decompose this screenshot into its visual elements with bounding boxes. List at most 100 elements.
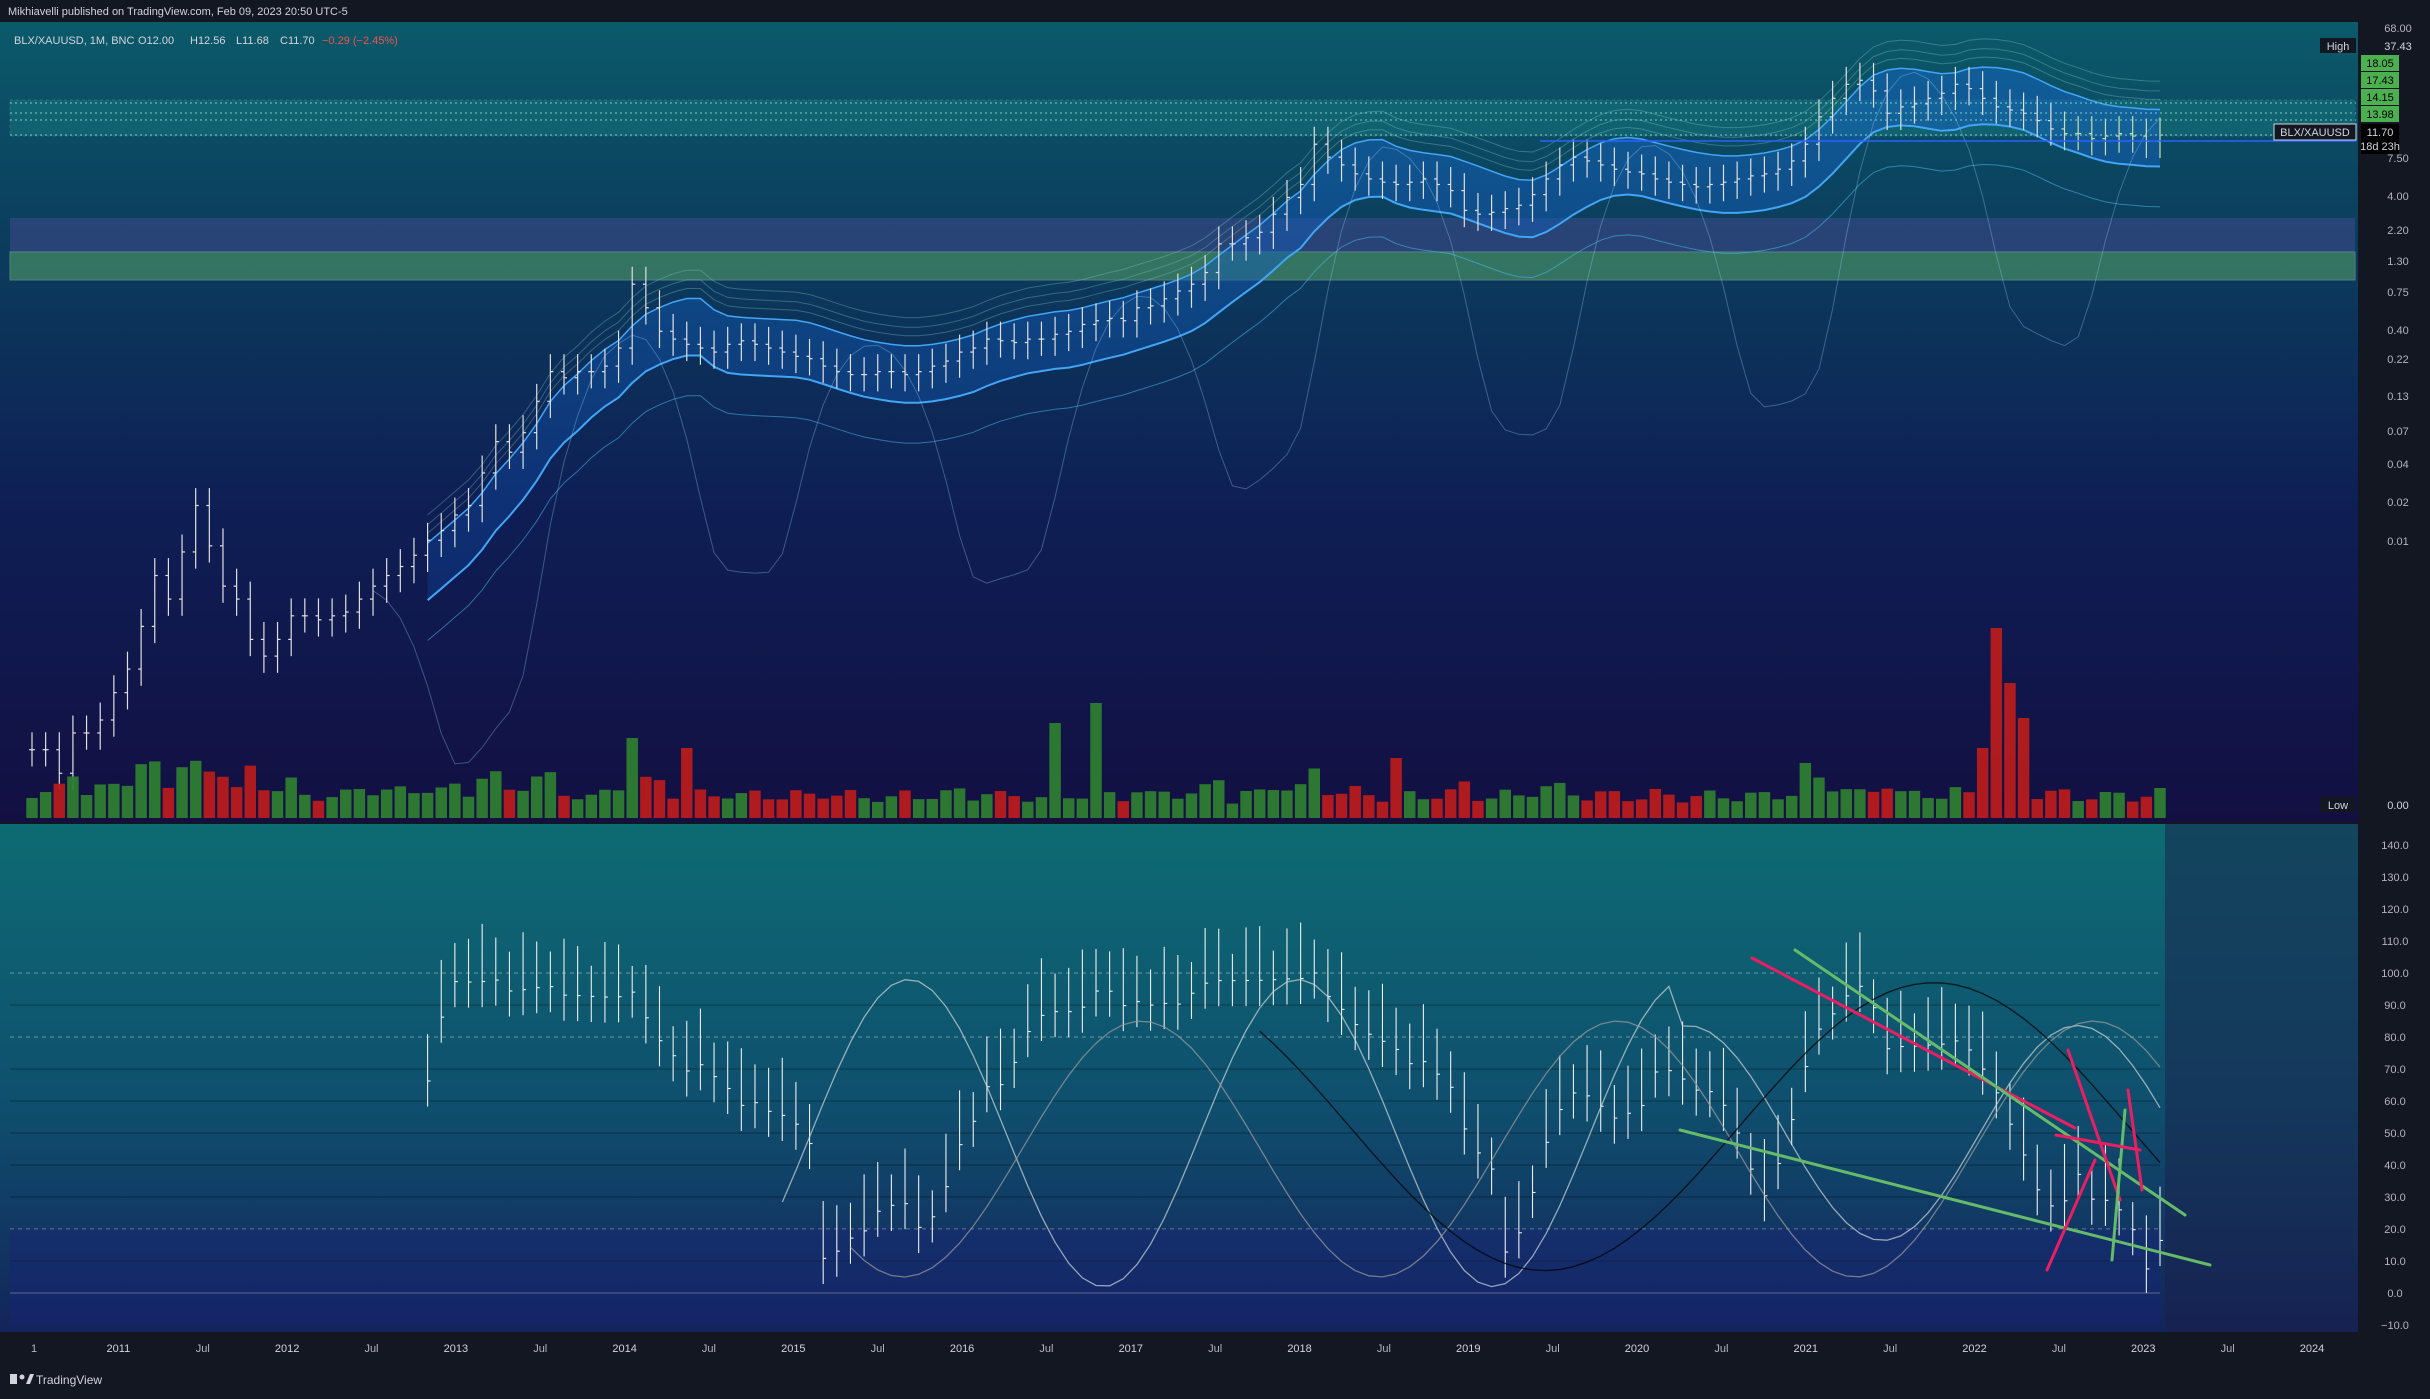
- volume-bar: [544, 772, 557, 818]
- volume-bar: [1526, 796, 1539, 818]
- time-label: 2021: [1794, 1343, 1818, 1355]
- volume-bar: [1349, 785, 1361, 818]
- high-value: 37.43: [2384, 41, 2412, 53]
- spike-indicator-line: [372, 71, 2161, 765]
- time-label: 2018: [1287, 1343, 1311, 1355]
- published-text: Mikhiavelli published on TradingView.com…: [8, 6, 348, 18]
- volume-bar: [1936, 798, 1948, 818]
- volume-bar: [176, 767, 188, 818]
- tradingview-logo-icon[interactable]: [10, 1374, 34, 1384]
- volume-bar: [940, 790, 952, 818]
- volume-bar: [121, 785, 134, 818]
- volume-bar: [1540, 786, 1552, 818]
- ribbon-lower-line: [426, 123, 2161, 601]
- high-label: High: [2327, 41, 2350, 53]
- volume-bar: [258, 790, 270, 818]
- trend-line-5: [2110, 1108, 2127, 1262]
- last-price-bg: [2361, 124, 2399, 154]
- volume-bar: [1867, 791, 1880, 818]
- volume-bar: [844, 790, 857, 818]
- volume-bar: [1976, 748, 1989, 818]
- osc-tick: 40.0: [2384, 1160, 2405, 1172]
- time-label: Jul: [1546, 1343, 1560, 1355]
- volume-bar: [981, 794, 993, 818]
- time-label: Jul: [1883, 1343, 1897, 1355]
- legend-symbol[interactable]: BLX/XAUUSD, 1M, BNC: [14, 35, 134, 47]
- volume-bar: [994, 791, 1007, 818]
- volume-bar: [776, 799, 788, 818]
- time-label: Jul: [2052, 1343, 2066, 1355]
- ribbon-fill: [427, 67, 2161, 601]
- volume-bar: [26, 798, 38, 818]
- volume-bar: [1335, 793, 1348, 818]
- osc-tick: 70.0: [2384, 1064, 2405, 1076]
- volume-bar: [67, 776, 79, 818]
- volume-bar: [94, 784, 106, 818]
- volume-bar: [1758, 792, 1771, 818]
- volume-bar: [1704, 790, 1716, 818]
- volume-bar: [2154, 787, 2166, 818]
- osc-tick: 0.0: [2387, 1288, 2402, 1300]
- volume-bar: [394, 786, 407, 818]
- time-label: 2022: [1962, 1343, 1986, 1355]
- volume-bar: [694, 789, 707, 818]
- volume-bar: [1690, 796, 1702, 818]
- osc-tick: 60.0: [2384, 1096, 2405, 1108]
- volume-bar: [2086, 799, 2098, 818]
- volume-bar: [1963, 792, 1975, 818]
- volume-bar: [1881, 788, 1893, 818]
- volume-bar: [1144, 791, 1157, 818]
- volume-bar: [271, 791, 284, 818]
- volume-bar: [530, 776, 543, 818]
- volume-bar: [421, 792, 434, 818]
- volume-bar: [817, 798, 829, 818]
- volume-bar: [1117, 801, 1130, 818]
- volume-bar: [244, 765, 256, 818]
- low-value: 0.00: [2387, 800, 2408, 812]
- time-label: Jul: [702, 1343, 716, 1355]
- volume-bar: [721, 798, 734, 818]
- volume-bar: [1485, 798, 1498, 818]
- time-label: Jul: [1377, 1343, 1391, 1355]
- volume-bar: [599, 789, 611, 818]
- volume-bar: [762, 799, 775, 818]
- osc-tick: 30.0: [2384, 1192, 2405, 1204]
- volume-bar: [1281, 790, 1293, 818]
- volume-bar: [1717, 798, 1730, 818]
- price-tick: 0.02: [2387, 497, 2408, 509]
- volume-bar: [312, 800, 325, 818]
- oscillator-series: [10, 922, 2212, 1325]
- osc-tick: 130.0: [2381, 872, 2409, 884]
- volume-bar: [735, 793, 748, 818]
- osc-tick: 90.0: [2384, 1000, 2405, 1012]
- volume-bar: [230, 787, 243, 818]
- osc-tick: 140.0: [2381, 840, 2409, 852]
- volume-bar: [1567, 795, 1580, 818]
- time-label: 2019: [1456, 1343, 1480, 1355]
- volume-bar: [1376, 801, 1389, 818]
- volume-bar: [449, 783, 461, 818]
- trend-line-7: [2054, 1133, 2142, 1152]
- volume-bar: [1635, 799, 1648, 818]
- volume-bar: [1076, 798, 1089, 818]
- volume-bar: [2140, 796, 2153, 818]
- volume-bar: [1049, 723, 1061, 818]
- volume-bar: [953, 788, 966, 818]
- volume-bar: [1745, 792, 1757, 818]
- main-pane-background: [0, 22, 2430, 822]
- time-axis-background: [0, 1332, 2430, 1362]
- volume-bar: [1363, 795, 1375, 818]
- volume-bar: [149, 761, 161, 818]
- time-label: Jul: [2221, 1343, 2235, 1355]
- volume-bar: [380, 789, 393, 818]
- volume-bar: [162, 787, 175, 818]
- footer-brand[interactable]: TradingView: [36, 1373, 102, 1387]
- volume-bar: [1608, 791, 1621, 818]
- volume-bar: [926, 798, 939, 818]
- volume-bar: [2113, 792, 2125, 818]
- time-label: 1: [31, 1343, 37, 1355]
- price-tick: 0.01: [2387, 536, 2408, 548]
- trend-line-6: [2126, 1088, 2144, 1192]
- volume-bar: [1158, 791, 1170, 818]
